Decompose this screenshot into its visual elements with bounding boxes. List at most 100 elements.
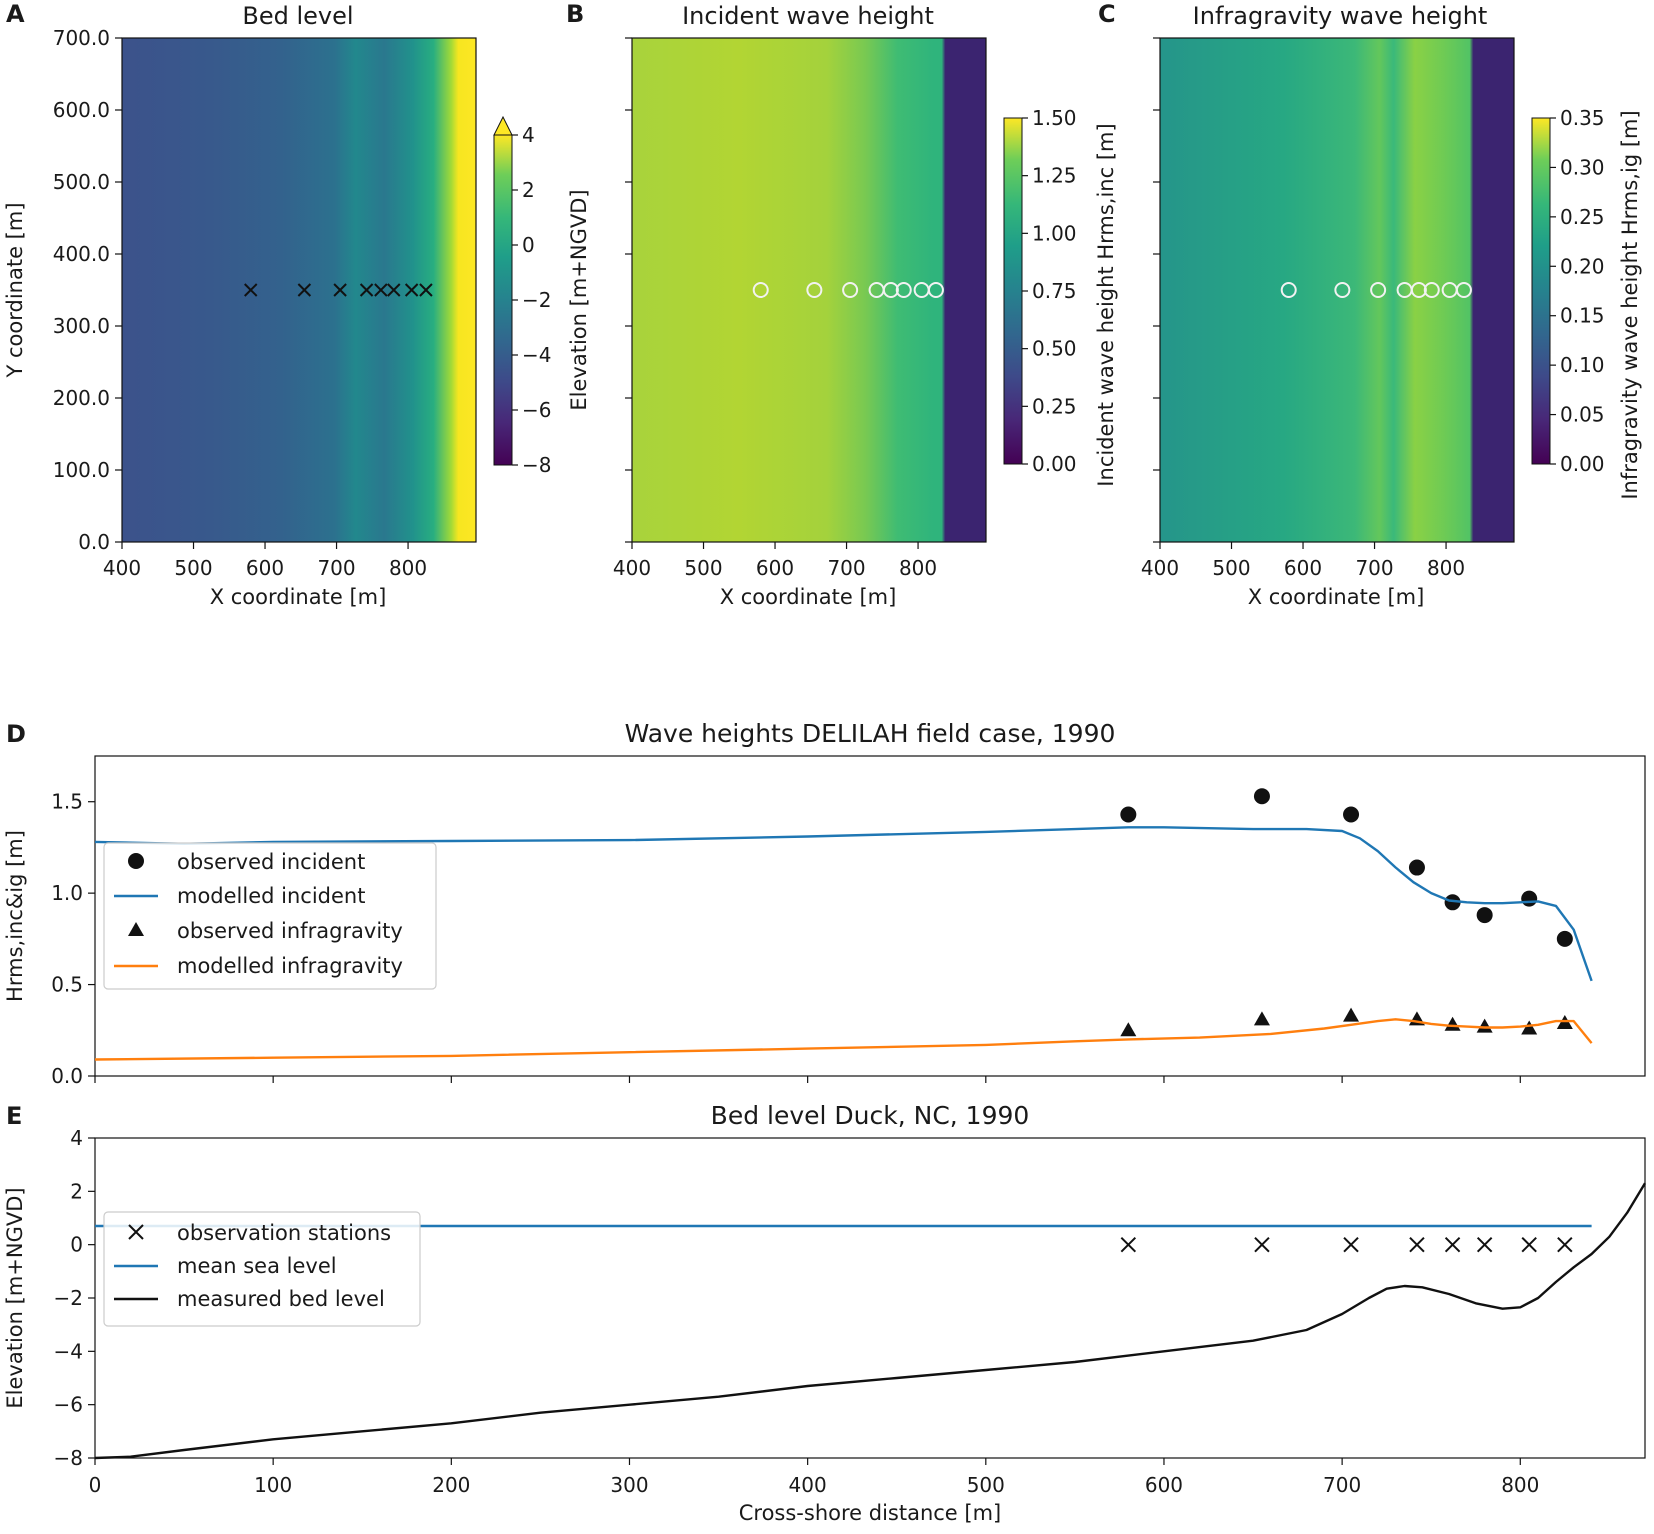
colorbar-tick-label: −6	[522, 398, 551, 422]
colorbar-tick-label: 0.25	[1032, 394, 1077, 418]
x-tick-label: 500	[174, 556, 212, 580]
station-marker	[1455, 282, 1472, 298]
modelled-infragravity-line	[94, 1018, 1593, 1061]
panel-d-title: Wave heights DELILAH field case, 1990	[625, 719, 1116, 748]
x-tick-label: 600	[246, 556, 284, 580]
panel-d: D Wave heights DELILAH field case, 1990 …	[3, 719, 1646, 1088]
station-marker	[359, 283, 374, 297]
observed-incident-point	[1408, 859, 1425, 876]
panel-e-title: Bed level Duck, NC, 1990	[711, 1101, 1030, 1130]
legend-label-observation-stations: observation stations	[177, 1221, 391, 1245]
colorbar-tick-label: 0.20	[1560, 254, 1605, 278]
y-tick-label: 300.0	[53, 314, 110, 338]
colorbar-tick-label: 0.00	[1560, 452, 1605, 476]
panel-a-title: Bed level	[242, 2, 353, 30]
y-tick-label: −4	[54, 1339, 83, 1363]
y-tick-label: 400.0	[53, 242, 110, 266]
x-tick-label: 500	[1212, 556, 1250, 580]
colorbar-a-label: Elevation [m+NGVD]	[567, 189, 591, 410]
station-marker	[1280, 282, 1297, 298]
panel-d-frame	[94, 755, 1646, 1077]
station-marker	[1410, 282, 1427, 298]
colorbar-tick-label: 0.35	[1560, 106, 1605, 130]
legend-d-box	[103, 842, 437, 990]
station-marker	[404, 283, 419, 297]
colorbar-tick-label: 0.75	[1032, 279, 1077, 303]
y-tick-label: 500.0	[53, 170, 110, 194]
colorbar-b-ticks: 1.50 1.25 1.00 0.75 0.50 0.25 0.00	[1022, 106, 1077, 476]
y-tick-label: 0.0	[51, 1064, 83, 1088]
station-markers-a	[244, 283, 433, 297]
colorbar-c	[1531, 117, 1551, 465]
station-marker	[882, 282, 899, 298]
infragravity-wave-field	[1160, 38, 1514, 542]
legend-label-observed-infragravity: observed infragravity	[177, 919, 403, 943]
legend-label-measured-bed-level: measured bed level	[177, 1287, 385, 1311]
station-marker	[1370, 282, 1387, 298]
panel-c: C Infragravity wave height 400 500 600 700 8…	[1098, 0, 1642, 609]
panel-letter-d: D	[6, 720, 26, 748]
y-tick-label: 2	[70, 1179, 83, 1203]
x-tick-label: 800	[899, 556, 937, 580]
x-tick-label: 600	[1145, 1473, 1183, 1497]
panel-c-title: Infragravity wave height	[1193, 2, 1488, 30]
x-tick-label: 700	[317, 556, 355, 580]
x-tick-label: 800	[1501, 1473, 1539, 1497]
x-tick-label: 700	[827, 556, 865, 580]
y-tick-label: 0	[70, 1233, 83, 1257]
panel-a-frame	[121, 37, 477, 543]
x-tick-label: 500	[967, 1473, 1005, 1497]
panel-a-xlabel: X coordinate [m]	[210, 585, 387, 609]
modelled-incident-line	[94, 826, 1593, 982]
colorbar-tick-label: 2	[522, 178, 535, 202]
y-tick-label: 0.0	[78, 530, 110, 554]
observed-incident-point	[1253, 788, 1270, 805]
x-tick-label: 300	[610, 1473, 648, 1497]
panel-d-ylabel: Hrms,inc&ig [m]	[3, 830, 27, 1002]
panel-b-frame	[631, 37, 987, 543]
station-marker	[419, 283, 433, 297]
panel-d-series	[94, 788, 1593, 1061]
colorbar-c-ticks: 0.35 0.30 0.25 0.20 0.15 0.10 0.05 0.00	[1550, 106, 1605, 476]
x-tick-label: 700	[1355, 556, 1393, 580]
legend-label-modelled-infragravity: modelled infragravity	[177, 954, 403, 978]
colorbar-c-label: Infragravity wave height Hrms,ig [m]	[1618, 110, 1642, 499]
panel-letter-c: C	[1098, 0, 1116, 28]
panel-e-axes: 0 100 200 300 400 500 600 700 800 4 2 0 −2 −4 −6 −8	[54, 1126, 1540, 1497]
y-tick-label: −6	[54, 1393, 83, 1417]
x-tick-label: 400	[103, 556, 141, 580]
station-marker	[927, 282, 944, 298]
legend-e-box	[103, 1211, 421, 1327]
legend-label-modelled-incident: modelled incident	[177, 884, 365, 908]
observed-incident-point	[1120, 806, 1137, 823]
observation-stations-point	[1521, 1236, 1537, 1253]
observed-infragravity-point	[1476, 1018, 1493, 1033]
panel-d-axes: 0.0 0.5 1.0 1.5	[51, 790, 1521, 1088]
observation-stations-point	[1409, 1236, 1425, 1253]
colorbar-tick-label: 0	[522, 233, 535, 257]
y-tick-label: 200.0	[53, 386, 110, 410]
x-tick-label: 400	[613, 556, 651, 580]
x-tick-label: 200	[432, 1473, 470, 1497]
colorbar-tick-label: −2	[522, 288, 551, 312]
x-tick-label: 700	[1323, 1473, 1361, 1497]
y-tick-label: 0.5	[51, 973, 83, 997]
legend-marker-observed-infragravity	[128, 922, 144, 936]
observation-stations-point	[1476, 1236, 1493, 1253]
y-tick-label: 4	[70, 1126, 83, 1150]
station-marker	[297, 283, 312, 297]
panel-a-ylabel: Y coordinate [m]	[3, 202, 27, 378]
station-marker	[244, 283, 258, 297]
colorbar-a-ticks: 4 2 0 −2 −4 −6 −8	[512, 123, 551, 477]
legend-d: observed incident modelled incident obse…	[103, 842, 437, 990]
station-markers-c	[1280, 282, 1472, 298]
observed-infragravity-point	[1253, 1011, 1270, 1026]
panel-c-frame	[1159, 37, 1515, 543]
station-marker	[387, 283, 401, 297]
observed-incident-point	[1444, 894, 1461, 911]
station-marker	[1423, 282, 1440, 298]
observation-stations-point	[1343, 1236, 1359, 1253]
station-marker	[895, 282, 912, 298]
observed-infragravity-point	[1521, 1020, 1538, 1035]
